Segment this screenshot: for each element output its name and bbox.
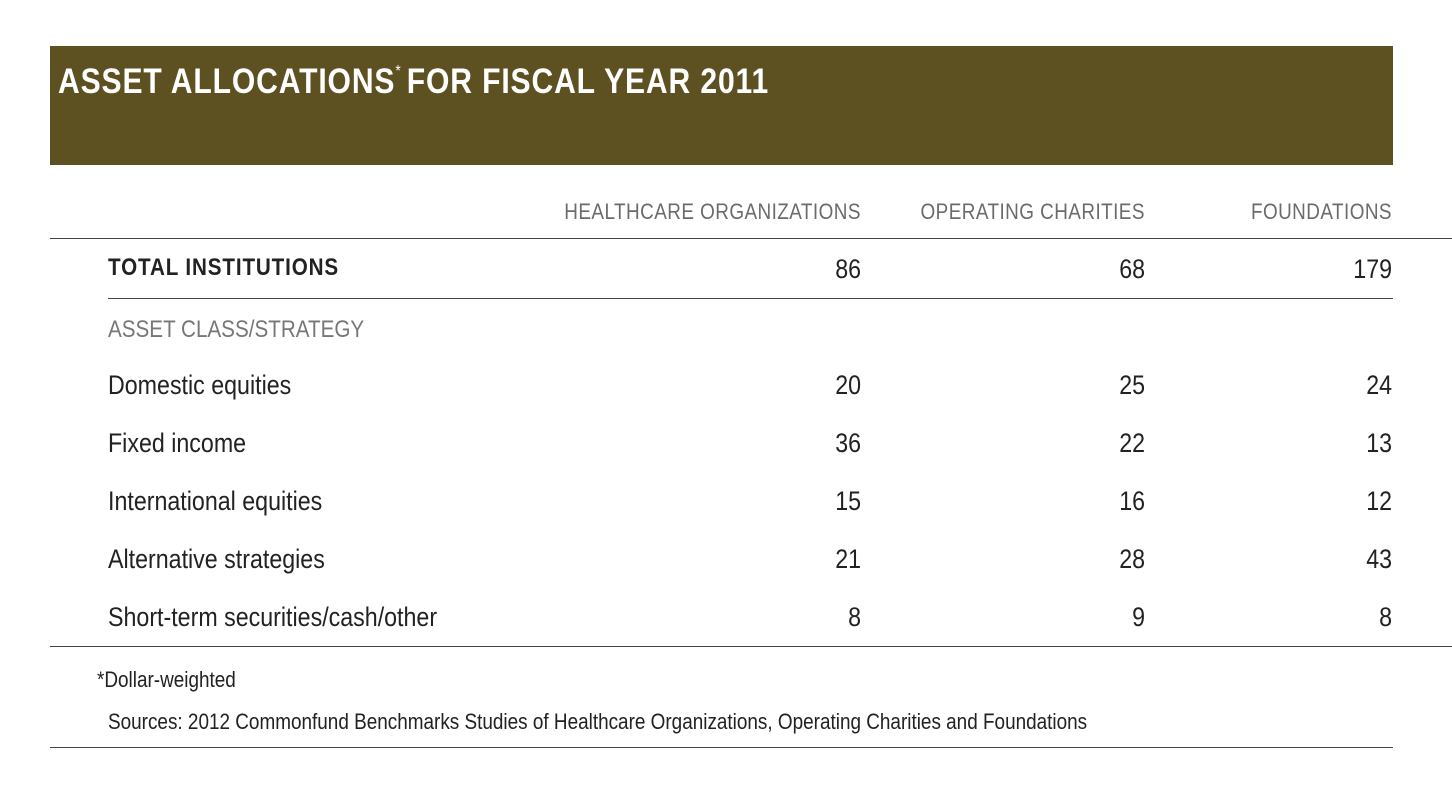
header-divider: [50, 238, 1452, 239]
cell-operating-charities: 25: [1119, 370, 1145, 400]
row-label: Short-term securities/cash/other: [108, 602, 438, 632]
sources-note: Sources: 2012 Commonfund Benchmarks Stud…: [108, 709, 1088, 734]
cell-foundations: 24: [1366, 370, 1392, 400]
table-row: Short-term securities/cash/other 8 9 8: [0, 604, 1452, 644]
row-label: International equities: [108, 486, 323, 516]
section-label: ASSET CLASS/STRATEGY: [108, 316, 365, 343]
cell-healthcare: 20: [835, 370, 861, 400]
footer-divider: [50, 747, 1393, 748]
title-main: ASSET ALLOCATIONS: [58, 62, 396, 101]
total-row: TOTAL INSTITUTIONS 86 68 179: [0, 256, 1452, 296]
cell-foundations: 43: [1366, 544, 1392, 574]
row-label: Fixed income: [108, 428, 247, 458]
cell-healthcare: 36: [835, 428, 861, 458]
section-row: ASSET CLASS/STRATEGY: [0, 318, 1452, 358]
cell-healthcare: 15: [835, 486, 861, 516]
title-asterisk: *: [395, 63, 402, 80]
cell-operating-charities: 9: [1132, 602, 1145, 632]
footnote: *Dollar-weighted: [97, 667, 236, 692]
row-label: Alternative strategies: [108, 544, 325, 574]
row-label: Domestic equities: [108, 370, 292, 400]
cell-foundations: 13: [1366, 428, 1392, 458]
cell-operating-charities: 16: [1119, 486, 1145, 516]
table-bottom-divider: [50, 646, 1452, 647]
cell-operating-charities: 28: [1119, 544, 1145, 574]
table-row: Alternative strategies 21 28 43: [0, 546, 1452, 586]
cell-healthcare: 8: [848, 602, 861, 632]
title-banner: [50, 46, 1393, 165]
total-foundations: 179: [1353, 254, 1392, 284]
total-operating-charities: 68: [1119, 254, 1145, 284]
total-healthcare: 86: [835, 254, 861, 284]
column-header-operating-charities: OPERATING CHARITIES: [920, 199, 1145, 224]
column-header-healthcare: HEALTHCARE ORGANIZATIONS: [564, 199, 861, 224]
total-row-label: TOTAL INSTITUTIONS: [108, 254, 340, 281]
table-row: International equities 15 16 12: [0, 488, 1452, 528]
total-divider: [108, 298, 1393, 299]
title-rest: FOR FISCAL YEAR 2011: [406, 62, 770, 101]
table-row: Domestic equities 20 25 24: [0, 372, 1452, 412]
cell-foundations: 8: [1379, 602, 1392, 632]
cell-foundations: 12: [1366, 486, 1392, 516]
table-title: ASSET ALLOCATIONS* FOR FISCAL YEAR 2011: [58, 62, 770, 101]
column-header-foundations: FOUNDATIONS: [1250, 199, 1392, 224]
table-row: Fixed income 36 22 13: [0, 430, 1452, 470]
cell-healthcare: 21: [835, 544, 861, 574]
cell-operating-charities: 22: [1119, 428, 1145, 458]
